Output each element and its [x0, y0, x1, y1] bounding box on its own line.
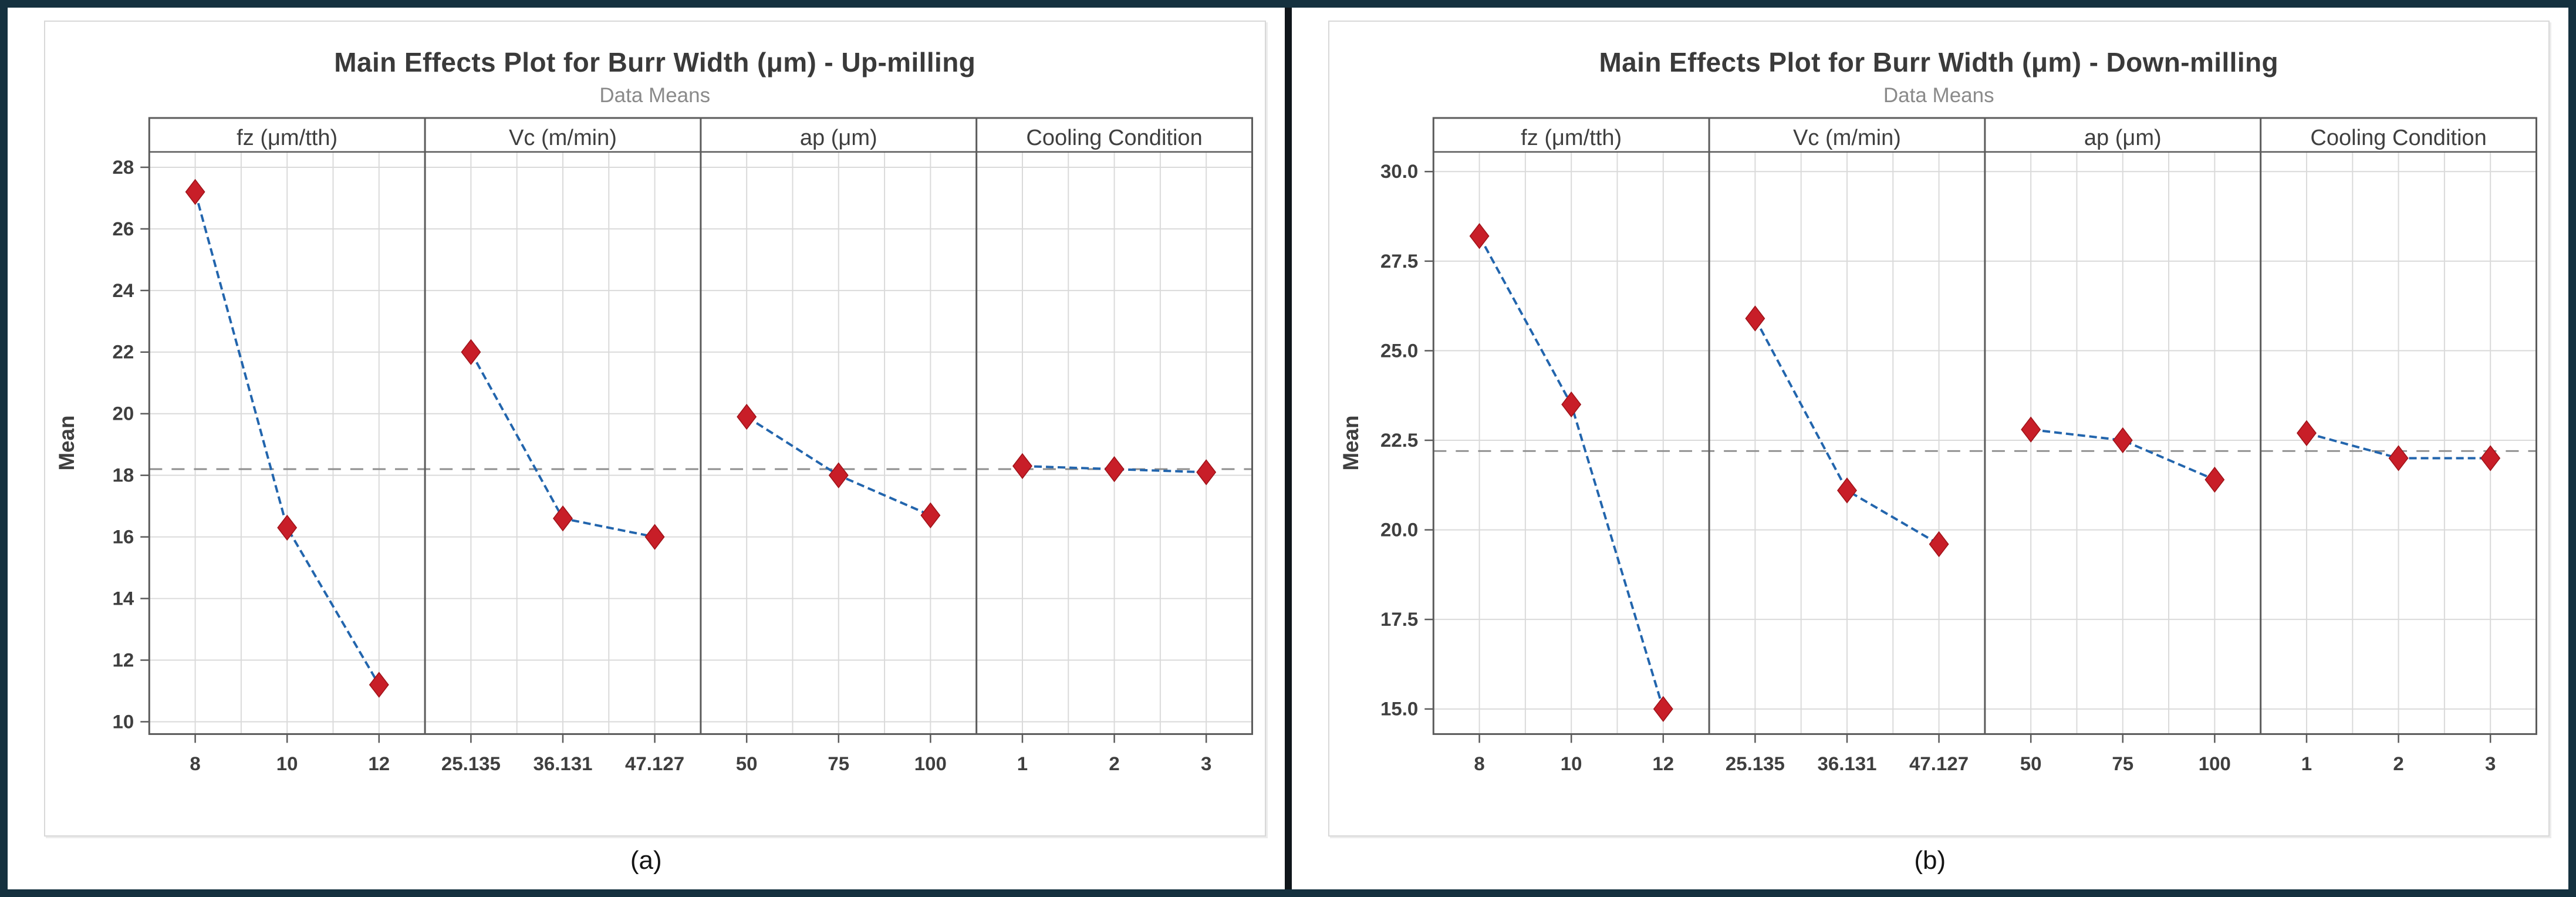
- chart-a-title: Main Effects Plot for Burr Width (μm) - …: [334, 47, 976, 77]
- gridlines: [149, 151, 1252, 734]
- chart-b-caption: (b): [1914, 846, 1946, 875]
- svg-text:27.5: 27.5: [1380, 250, 1417, 272]
- svg-text:8: 8: [1474, 753, 1484, 774]
- svg-text:1: 1: [1017, 753, 1028, 774]
- svg-text:50: 50: [736, 753, 758, 774]
- svg-text:10: 10: [1560, 753, 1582, 774]
- svg-text:3: 3: [1201, 753, 1211, 774]
- svg-text:fz (μm/tth): fz (μm/tth): [1521, 126, 1622, 150]
- svg-text:10: 10: [276, 753, 298, 774]
- svg-text:Cooling Condition: Cooling Condition: [2310, 126, 2486, 150]
- graph-box-b: Main Effects Plot for Burr Width (μm) - …: [1328, 21, 2550, 837]
- chart-a-caption: (a): [630, 846, 662, 875]
- svg-text:17.5: 17.5: [1380, 608, 1417, 630]
- svg-text:20.0: 20.0: [1380, 519, 1417, 541]
- svg-text:25.135: 25.135: [441, 753, 501, 774]
- svg-text:Cooling Condition: Cooling Condition: [1026, 126, 1202, 150]
- svg-text:30.0: 30.0: [1380, 160, 1417, 182]
- svg-text:8: 8: [190, 753, 200, 774]
- svg-text:Mean: Mean: [1338, 416, 1362, 471]
- svg-text:3: 3: [2484, 753, 2495, 774]
- svg-text:ap (μm): ap (μm): [2084, 126, 2161, 150]
- svg-text:Vc (m/min): Vc (m/min): [1793, 126, 1901, 150]
- svg-text:18: 18: [112, 464, 134, 486]
- svg-text:100: 100: [914, 753, 947, 774]
- svg-text:15.0: 15.0: [1380, 698, 1417, 720]
- chart-b-section: Main Effects Plot for Burr Width (μm) - …: [1291, 8, 2568, 889]
- svg-text:2: 2: [1109, 753, 1119, 774]
- svg-text:16: 16: [112, 526, 134, 548]
- svg-text:36.131: 36.131: [1817, 753, 1876, 774]
- svg-text:Mean: Mean: [55, 416, 79, 471]
- svg-text:10: 10: [112, 710, 134, 732]
- svg-text:25.0: 25.0: [1380, 339, 1417, 361]
- svg-text:47.127: 47.127: [1909, 753, 1969, 774]
- chart-a-section: Main Effects Plot for Burr Width (μm) - …: [8, 8, 1285, 889]
- chart-b-subtitle: Data Means: [1883, 84, 1994, 107]
- svg-text:100: 100: [2198, 753, 2230, 774]
- svg-text:25.135: 25.135: [1725, 753, 1784, 774]
- chart-a-subtitle: Data Means: [599, 84, 711, 107]
- svg-text:2: 2: [2393, 753, 2403, 774]
- svg-text:22.5: 22.5: [1380, 429, 1417, 451]
- svg-text:47.127: 47.127: [625, 753, 684, 774]
- series: [185, 178, 1217, 698]
- svg-text:1: 1: [2301, 753, 2311, 774]
- svg-text:Vc (m/min): Vc (m/min): [509, 126, 617, 150]
- svg-text:12: 12: [1652, 753, 1674, 774]
- svg-text:12: 12: [368, 753, 390, 774]
- svg-text:ap (μm): ap (μm): [800, 126, 877, 150]
- svg-text:36.131: 36.131: [533, 753, 592, 774]
- svg-text:24: 24: [112, 279, 134, 301]
- chart-b-title: Main Effects Plot for Burr Width (μm) - …: [1599, 47, 2279, 77]
- svg-text:fz (μm/tth): fz (μm/tth): [237, 126, 337, 150]
- svg-text:75: 75: [2112, 753, 2133, 774]
- svg-text:12: 12: [112, 649, 134, 671]
- series: [1469, 222, 2500, 722]
- svg-text:20: 20: [112, 403, 134, 424]
- center-divider: [1284, 8, 1292, 889]
- svg-text:50: 50: [2020, 753, 2041, 774]
- svg-text:28: 28: [112, 156, 134, 178]
- svg-text:22: 22: [112, 341, 134, 363]
- svg-text:26: 26: [112, 218, 134, 240]
- svg-text:14: 14: [112, 588, 134, 609]
- graph-box-a: Main Effects Plot for Burr Width (μm) - …: [44, 21, 1266, 837]
- svg-text:75: 75: [828, 753, 849, 774]
